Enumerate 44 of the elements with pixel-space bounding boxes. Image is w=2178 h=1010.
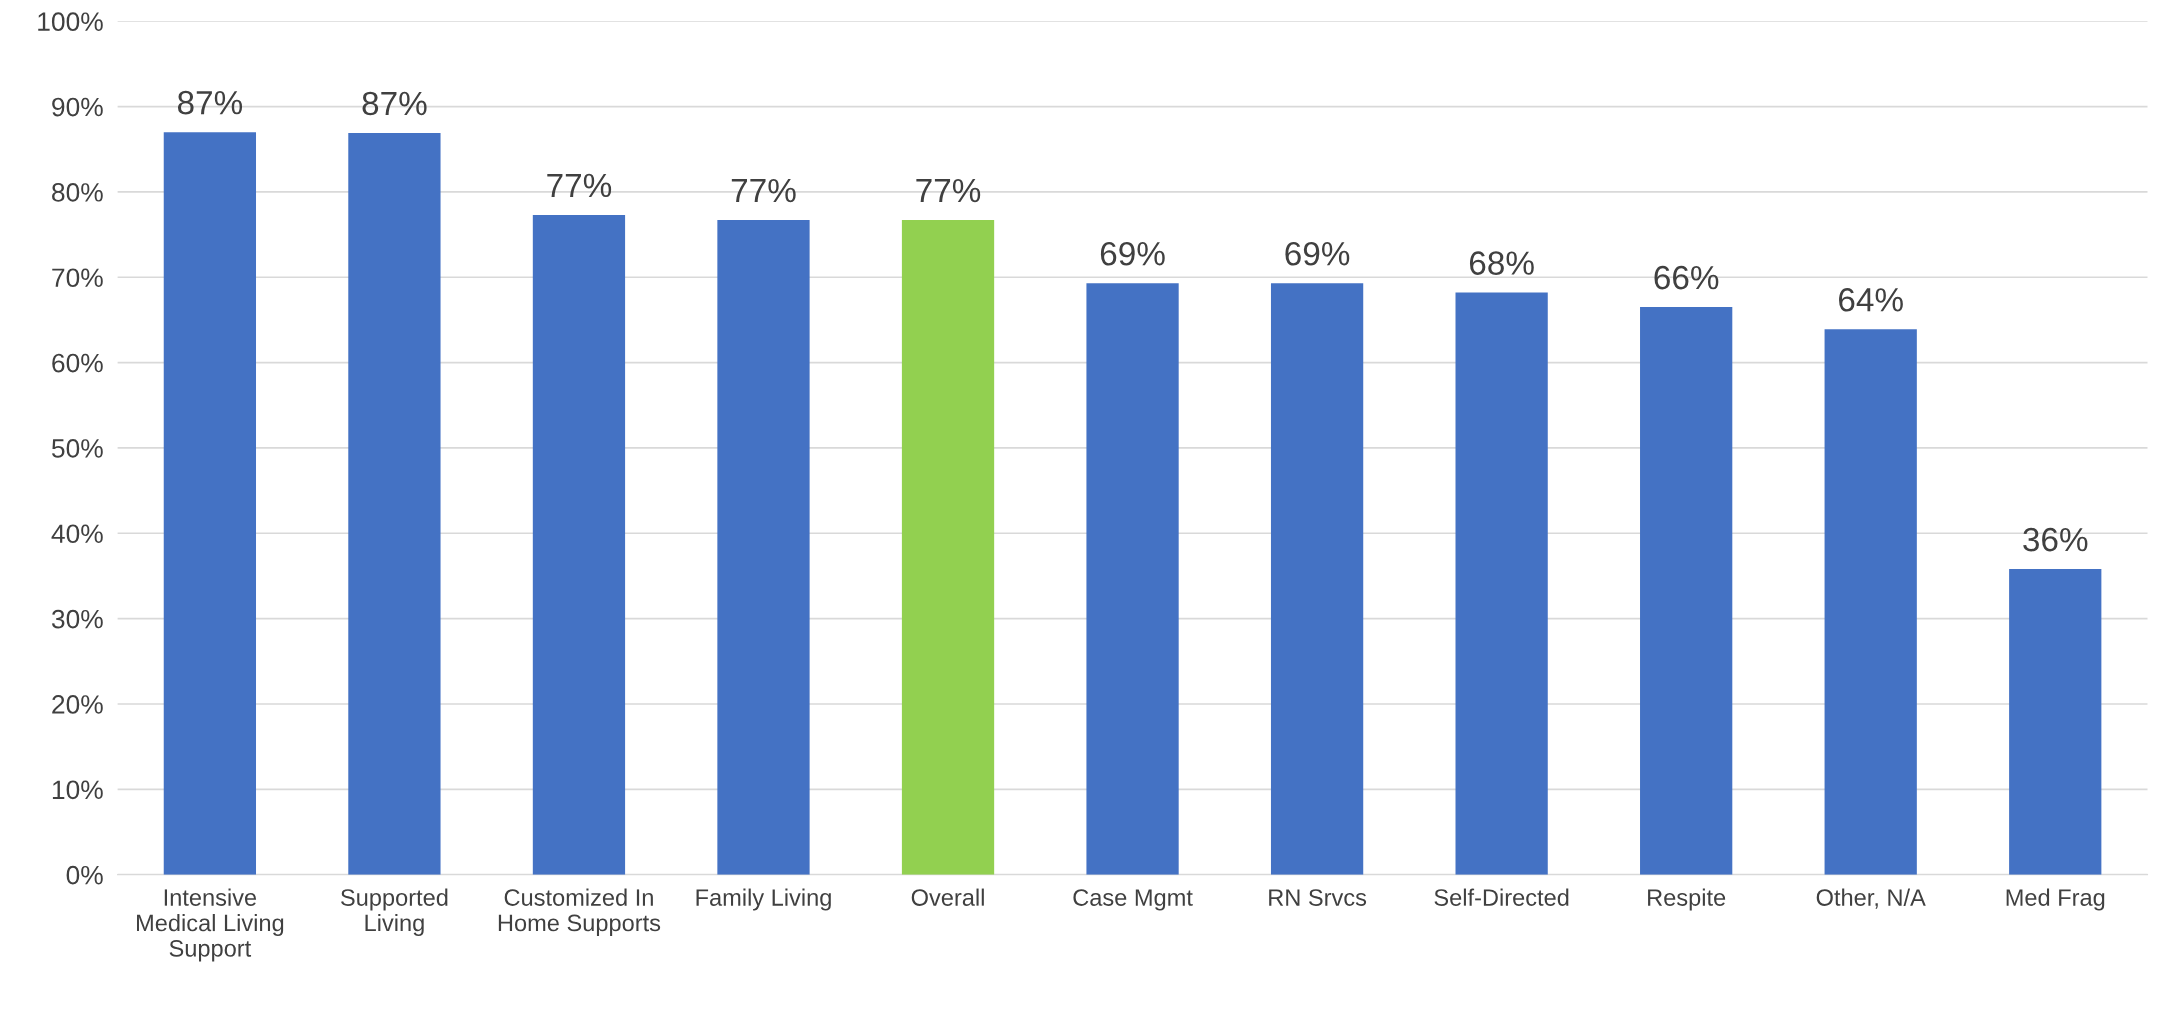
x-tick-label: Supported Living (341, 888, 448, 936)
bar (1086, 283, 1179, 875)
x-tick-label: RN Srvcs (1269, 889, 1367, 906)
x-tick-label: Customized In Home Supports (498, 888, 661, 936)
bar (901, 220, 995, 875)
y-tick-label: 30% (51, 609, 103, 629)
data-label: 69% (1100, 241, 1165, 266)
bar (1824, 329, 1917, 875)
data-label: 77% (547, 173, 612, 198)
data-label: 77% (731, 178, 796, 203)
x-tick-label: Med Frag (2006, 888, 2105, 911)
bar (348, 133, 441, 875)
x-tick-label: Overall (911, 888, 984, 906)
bar (1455, 292, 1548, 875)
data-label: 77% (916, 178, 981, 203)
data-label: 66% (1654, 265, 1719, 290)
data-label: 87% (177, 90, 243, 115)
bar (1640, 307, 1733, 875)
y-tick-label: 70% (52, 268, 103, 288)
bar (717, 220, 810, 875)
y-tick-label: 100% (38, 12, 103, 32)
y-tick-label: 50% (51, 439, 103, 458)
data-label: 36% (2023, 527, 2088, 552)
x-tick-label: Intensive Medical Living Support (137, 888, 284, 962)
y-tick-label: 40% (51, 524, 103, 544)
y-tick-label: 60% (52, 353, 103, 373)
x-tick-label: Family Living (696, 888, 831, 911)
x-tick-label: Case Mgmt (1073, 889, 1193, 911)
bar (163, 132, 257, 875)
data-label: 87% (362, 91, 427, 116)
y-tick-label: 80% (52, 183, 103, 202)
x-tick-label: Self-Directed (1434, 888, 1569, 906)
bar (1270, 283, 1364, 875)
y-tick-label: 10% (52, 780, 103, 800)
y-tick-label: 90% (52, 97, 103, 117)
data-label: 64% (1839, 288, 1903, 312)
y-tick-label: 20% (52, 695, 103, 714)
data-label: 68% (1469, 251, 1534, 275)
data-label: 69% (1285, 241, 1350, 266)
x-tick-label: Respite (1648, 888, 1726, 911)
bar (532, 214, 626, 875)
y-tick-label: 0% (66, 865, 103, 885)
x-tick-label: Other, N/A (1816, 888, 1926, 909)
bar (2009, 569, 2102, 875)
